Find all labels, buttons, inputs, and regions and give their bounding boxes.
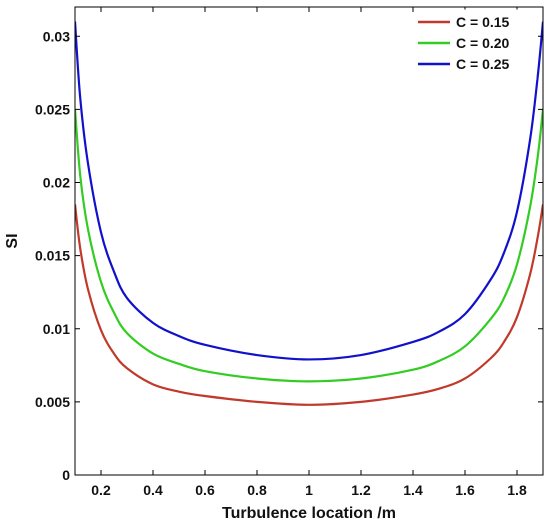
series-layer — [75, 21, 543, 406]
y-tick-label: 0.02 — [43, 175, 70, 191]
legend-label-3: C = 0.25 — [456, 56, 510, 72]
y-axis: 0 0.005 0.01 0.015 0.02 0.025 0.03 — [35, 28, 543, 483]
x-axis-label: Turbulence location /m — [222, 505, 396, 522]
y-tick-label: 0.025 — [35, 101, 70, 117]
legend-label-1: C = 0.15 — [456, 14, 510, 30]
x-tick-label: 1 — [305, 482, 313, 498]
y-tick-label: 0.015 — [35, 248, 70, 264]
x-tick-label: 0.4 — [143, 482, 163, 498]
legend: C = 0.15 C = 0.20 C = 0.25 — [413, 9, 537, 80]
y-axis-label: SI — [4, 233, 21, 248]
x-tick-label: 1.6 — [455, 482, 475, 498]
series-line-3 — [75, 21, 543, 361]
x-tick-label: 1.4 — [403, 482, 423, 498]
y-tick-label: 0.01 — [43, 321, 70, 337]
plot-background — [75, 7, 543, 475]
y-tick-label: 0.03 — [43, 28, 70, 44]
x-axis: 0.2 0.4 0.6 0.8 1 1.2 1.4 1.6 1.8 — [91, 7, 527, 498]
x-tick-label: 0.8 — [247, 482, 267, 498]
y-tick-label: 0.005 — [35, 394, 70, 410]
series-line-2 — [75, 109, 543, 383]
plot-area — [74, 6, 544, 476]
x-tick-label: 0.2 — [91, 482, 111, 498]
legend-label-2: C = 0.20 — [456, 35, 510, 51]
x-tick-label: 1.8 — [507, 482, 527, 498]
series-line-1 — [75, 204, 543, 406]
x-tick-label: 0.6 — [195, 482, 215, 498]
x-tick-label: 1.2 — [351, 482, 371, 498]
y-tick-label: 0 — [62, 467, 70, 483]
